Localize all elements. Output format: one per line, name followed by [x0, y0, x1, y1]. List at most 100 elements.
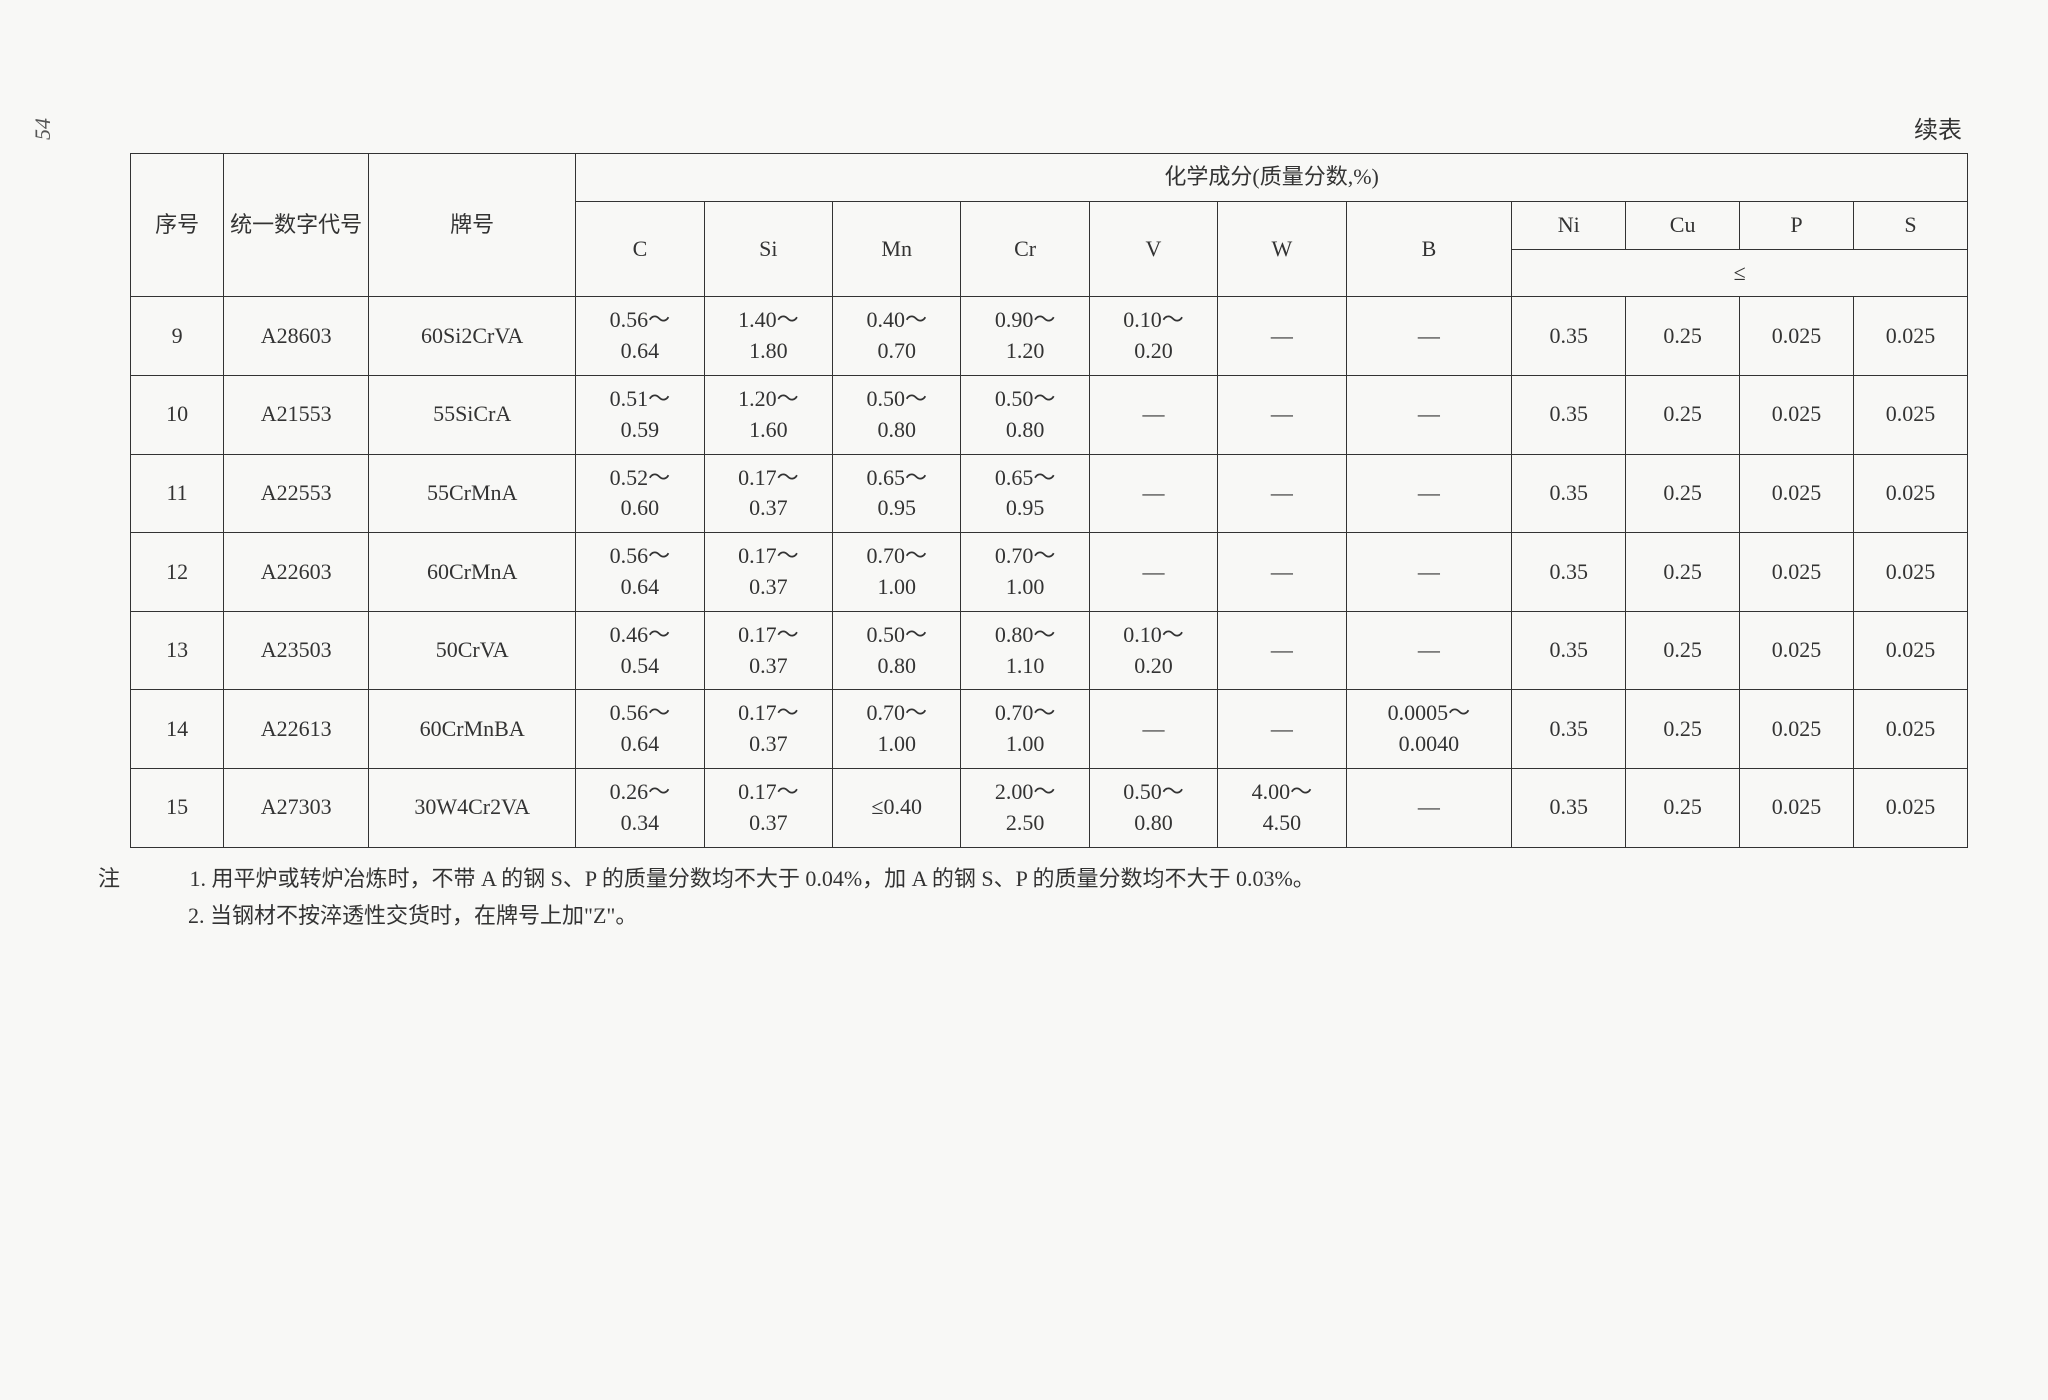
cell-w: — — [1218, 533, 1346, 612]
cell-b: — — [1346, 533, 1512, 612]
col-si: Si — [704, 201, 832, 297]
cell-si: 1.40～ 1.80 — [704, 297, 832, 376]
cell-v: — — [1089, 690, 1217, 769]
cell-b: — — [1346, 375, 1512, 454]
cell-cr: 0.50～ 0.80 — [961, 375, 1089, 454]
cell-code: A28603 — [224, 297, 369, 376]
col-ni: Ni — [1512, 201, 1626, 249]
cell-s: 0.025 — [1853, 768, 1967, 847]
cell-mn: 0.40～ 0.70 — [833, 297, 961, 376]
note-1-text: 用平炉或转炉冶炼时，不带 A 的钢 S、P 的质量分数均不大于 0.04%，加 … — [212, 866, 1315, 891]
note-2-text: 当钢材不按淬透性交货时，在牌号上加"Z"。 — [210, 903, 637, 928]
cell-si: 0.17～ 0.37 — [704, 533, 832, 612]
cell-grade: 55CrMnA — [369, 454, 576, 533]
cell-p: 0.025 — [1740, 297, 1854, 376]
cell-mn: 0.50～ 0.80 — [833, 611, 961, 690]
table-body: 9A2860360Si2CrVA 0.56～ 0.64 1.40～ 1.800.40… — [131, 297, 1968, 847]
cell-w: — — [1218, 690, 1346, 769]
cell-cu: 0.25 — [1626, 611, 1740, 690]
cell-c: 0.52～ 0.60 — [576, 454, 704, 533]
cell-code: A23503 — [224, 611, 369, 690]
cell-si: 1.20～ 1.60 — [704, 375, 832, 454]
cell-seq: 10 — [131, 375, 224, 454]
cell-cr: 0.70～ 1.00 — [961, 533, 1089, 612]
cell-code: A22553 — [224, 454, 369, 533]
note-1-prefix: 1. — [190, 866, 207, 891]
note-2-prefix: 2. — [188, 903, 205, 928]
cell-c: 0.26～ 0.34 — [576, 768, 704, 847]
col-v: V — [1089, 201, 1217, 297]
cell-cr: 0.90～ 1.20 — [961, 297, 1089, 376]
cell-s: 0.025 — [1853, 297, 1967, 376]
cell-c: 0.46～ 0.54 — [576, 611, 704, 690]
cell-v: — — [1089, 375, 1217, 454]
cell-si: 0.17～ 0.37 — [704, 611, 832, 690]
cell-seq: 9 — [131, 297, 224, 376]
continued-label: 续表 — [130, 110, 1968, 145]
note-label: 注 — [150, 860, 184, 897]
cell-c: 0.56～ 0.64 — [576, 533, 704, 612]
cell-s: 0.025 — [1853, 533, 1967, 612]
cell-grade: 60CrMnA — [369, 533, 576, 612]
cell-b: — — [1346, 297, 1512, 376]
cell-seq: 11 — [131, 454, 224, 533]
cell-w: — — [1218, 297, 1346, 376]
col-w: W — [1218, 201, 1346, 297]
cell-s: 0.025 — [1853, 690, 1967, 769]
cell-code: A27303 — [224, 768, 369, 847]
cell-cu: 0.25 — [1626, 375, 1740, 454]
cell-ni: 0.35 — [1512, 533, 1626, 612]
cell-ni: 0.35 — [1512, 611, 1626, 690]
cell-w: 4.00～ 4.50 — [1218, 768, 1346, 847]
cell-v: — — [1089, 454, 1217, 533]
col-p: P — [1740, 201, 1854, 249]
cell-ni: 0.35 — [1512, 768, 1626, 847]
cell-grade: 55SiCrA — [369, 375, 576, 454]
cell-si: 0.17～ 0.37 — [704, 768, 832, 847]
cell-cu: 0.25 — [1626, 690, 1740, 769]
cell-p: 0.025 — [1740, 768, 1854, 847]
cell-cr: 0.80～ 1.10 — [961, 611, 1089, 690]
cell-ni: 0.35 — [1512, 690, 1626, 769]
cell-si: 0.17～ 0.37 — [704, 690, 832, 769]
table-row: 9A2860360Si2CrVA0.56～ 0.641.40～ 1.800.40… — [131, 297, 1968, 376]
cell-v: 0.50～ 0.80 — [1089, 768, 1217, 847]
cell-cr: 0.70～ 1.00 — [961, 690, 1089, 769]
cell-grade: 60Si2CrVA — [369, 297, 576, 376]
col-s: S — [1853, 201, 1967, 249]
cell-seq: 15 — [131, 768, 224, 847]
cell-seq: 14 — [131, 690, 224, 769]
table-row: 15A2730330W4Cr2VA0.26～ 0.340.17～ 0.37≤0.… — [131, 768, 1968, 847]
col-cr: Cr — [961, 201, 1089, 297]
cell-cr: 2.00～ 2.50 — [961, 768, 1089, 847]
cell-code: A21553 — [224, 375, 369, 454]
cell-cu: 0.25 — [1626, 454, 1740, 533]
table-row: 14A2261360CrMnBA0.56～ 0.640.17～ 0.370.70… — [131, 690, 1968, 769]
col-composition: 化学成分(质量分数,%) — [576, 154, 1968, 202]
cell-s: 0.025 — [1853, 611, 1967, 690]
page-container: 续表 序号 统一数字代号 牌号 化学成分(质量分数,%) C Si Mn Cr … — [130, 110, 1968, 934]
cell-v: — — [1089, 533, 1217, 612]
cell-code: A22613 — [224, 690, 369, 769]
cell-grade: 50CrVA — [369, 611, 576, 690]
col-c: C — [576, 201, 704, 297]
cell-s: 0.025 — [1853, 375, 1967, 454]
cell-mn: 0.70～ 1.00 — [833, 533, 961, 612]
col-grade: 牌号 — [369, 154, 576, 297]
cell-ni: 0.35 — [1512, 375, 1626, 454]
table-row: 10A2155355SiCrA0.51～ 0.591.20～ 1.600.50～… — [131, 375, 1968, 454]
cell-p: 0.025 — [1740, 690, 1854, 769]
cell-grade: 30W4Cr2VA — [369, 768, 576, 847]
table-header: 序号 统一数字代号 牌号 化学成分(质量分数,%) C Si Mn Cr V W… — [131, 154, 1968, 297]
page-number: 54 — [30, 118, 56, 140]
cell-v: 0.10～ 0.20 — [1089, 297, 1217, 376]
cell-mn: 0.70～ 1.00 — [833, 690, 961, 769]
cell-cr: 0.65～ 0.95 — [961, 454, 1089, 533]
cell-b: — — [1346, 611, 1512, 690]
table-notes: 注 1. 用平炉或转炉冶炼时，不带 A 的钢 S、P 的质量分数均不大于 0.0… — [130, 860, 1968, 935]
cell-s: 0.025 — [1853, 454, 1967, 533]
cell-w: — — [1218, 454, 1346, 533]
cell-code: A22603 — [224, 533, 369, 612]
cell-mn: 0.65～ 0.95 — [833, 454, 961, 533]
col-seq: 序号 — [131, 154, 224, 297]
